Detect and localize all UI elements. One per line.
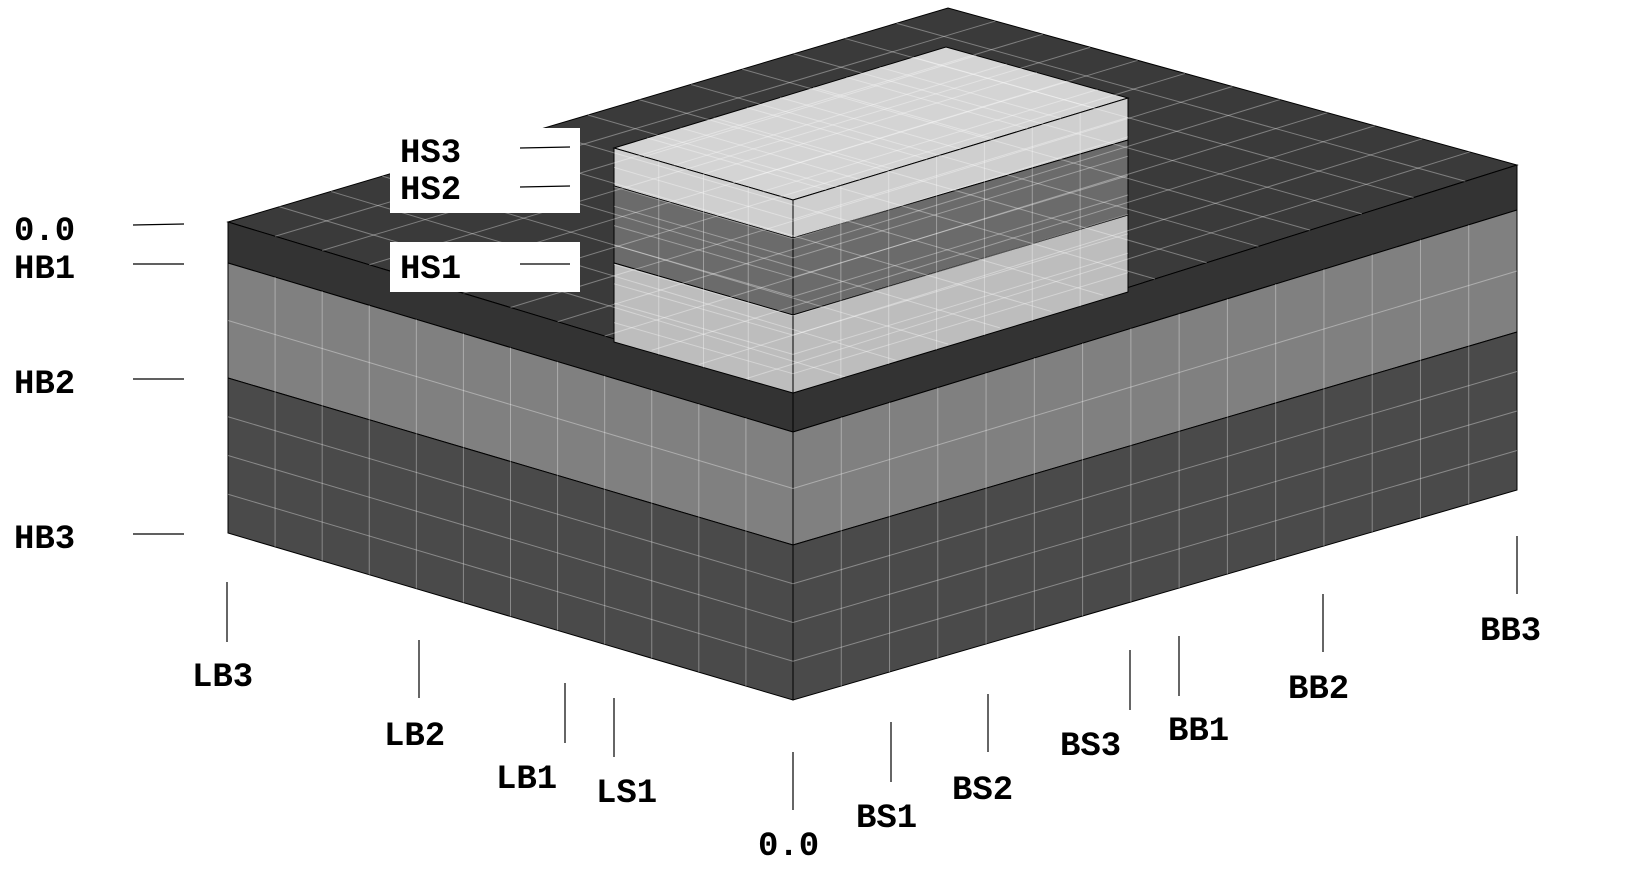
length-label: LB1 — [496, 761, 557, 799]
height-label: HB2 — [14, 366, 75, 404]
height-label: HB1 — [14, 251, 75, 289]
leader-line — [133, 224, 184, 225]
breadth-label: BB1 — [1168, 713, 1229, 751]
breadth-label: BS1 — [856, 800, 917, 838]
length-label: LB3 — [192, 659, 253, 697]
breadth-label: BS2 — [952, 772, 1013, 810]
structure-label: HS1 — [400, 251, 461, 289]
length-label: LS1 — [596, 775, 657, 813]
breadth-label: BB3 — [1480, 613, 1541, 651]
length-label: LB2 — [384, 718, 445, 756]
diagram: HS3 HS2 HS1 0.0 HB1 HB2 HB3 LB3 LB2 LB1 … — [0, 0, 1629, 896]
height-label: 0.0 — [14, 213, 75, 251]
height-label: HB3 — [14, 521, 75, 559]
structure-label: HS3 — [400, 135, 461, 173]
structure-label: HS2 — [400, 172, 461, 210]
breadth-label: BS3 — [1060, 728, 1121, 766]
breadth-label: BB2 — [1288, 671, 1349, 709]
breadth-label: 0.0 — [758, 828, 819, 866]
